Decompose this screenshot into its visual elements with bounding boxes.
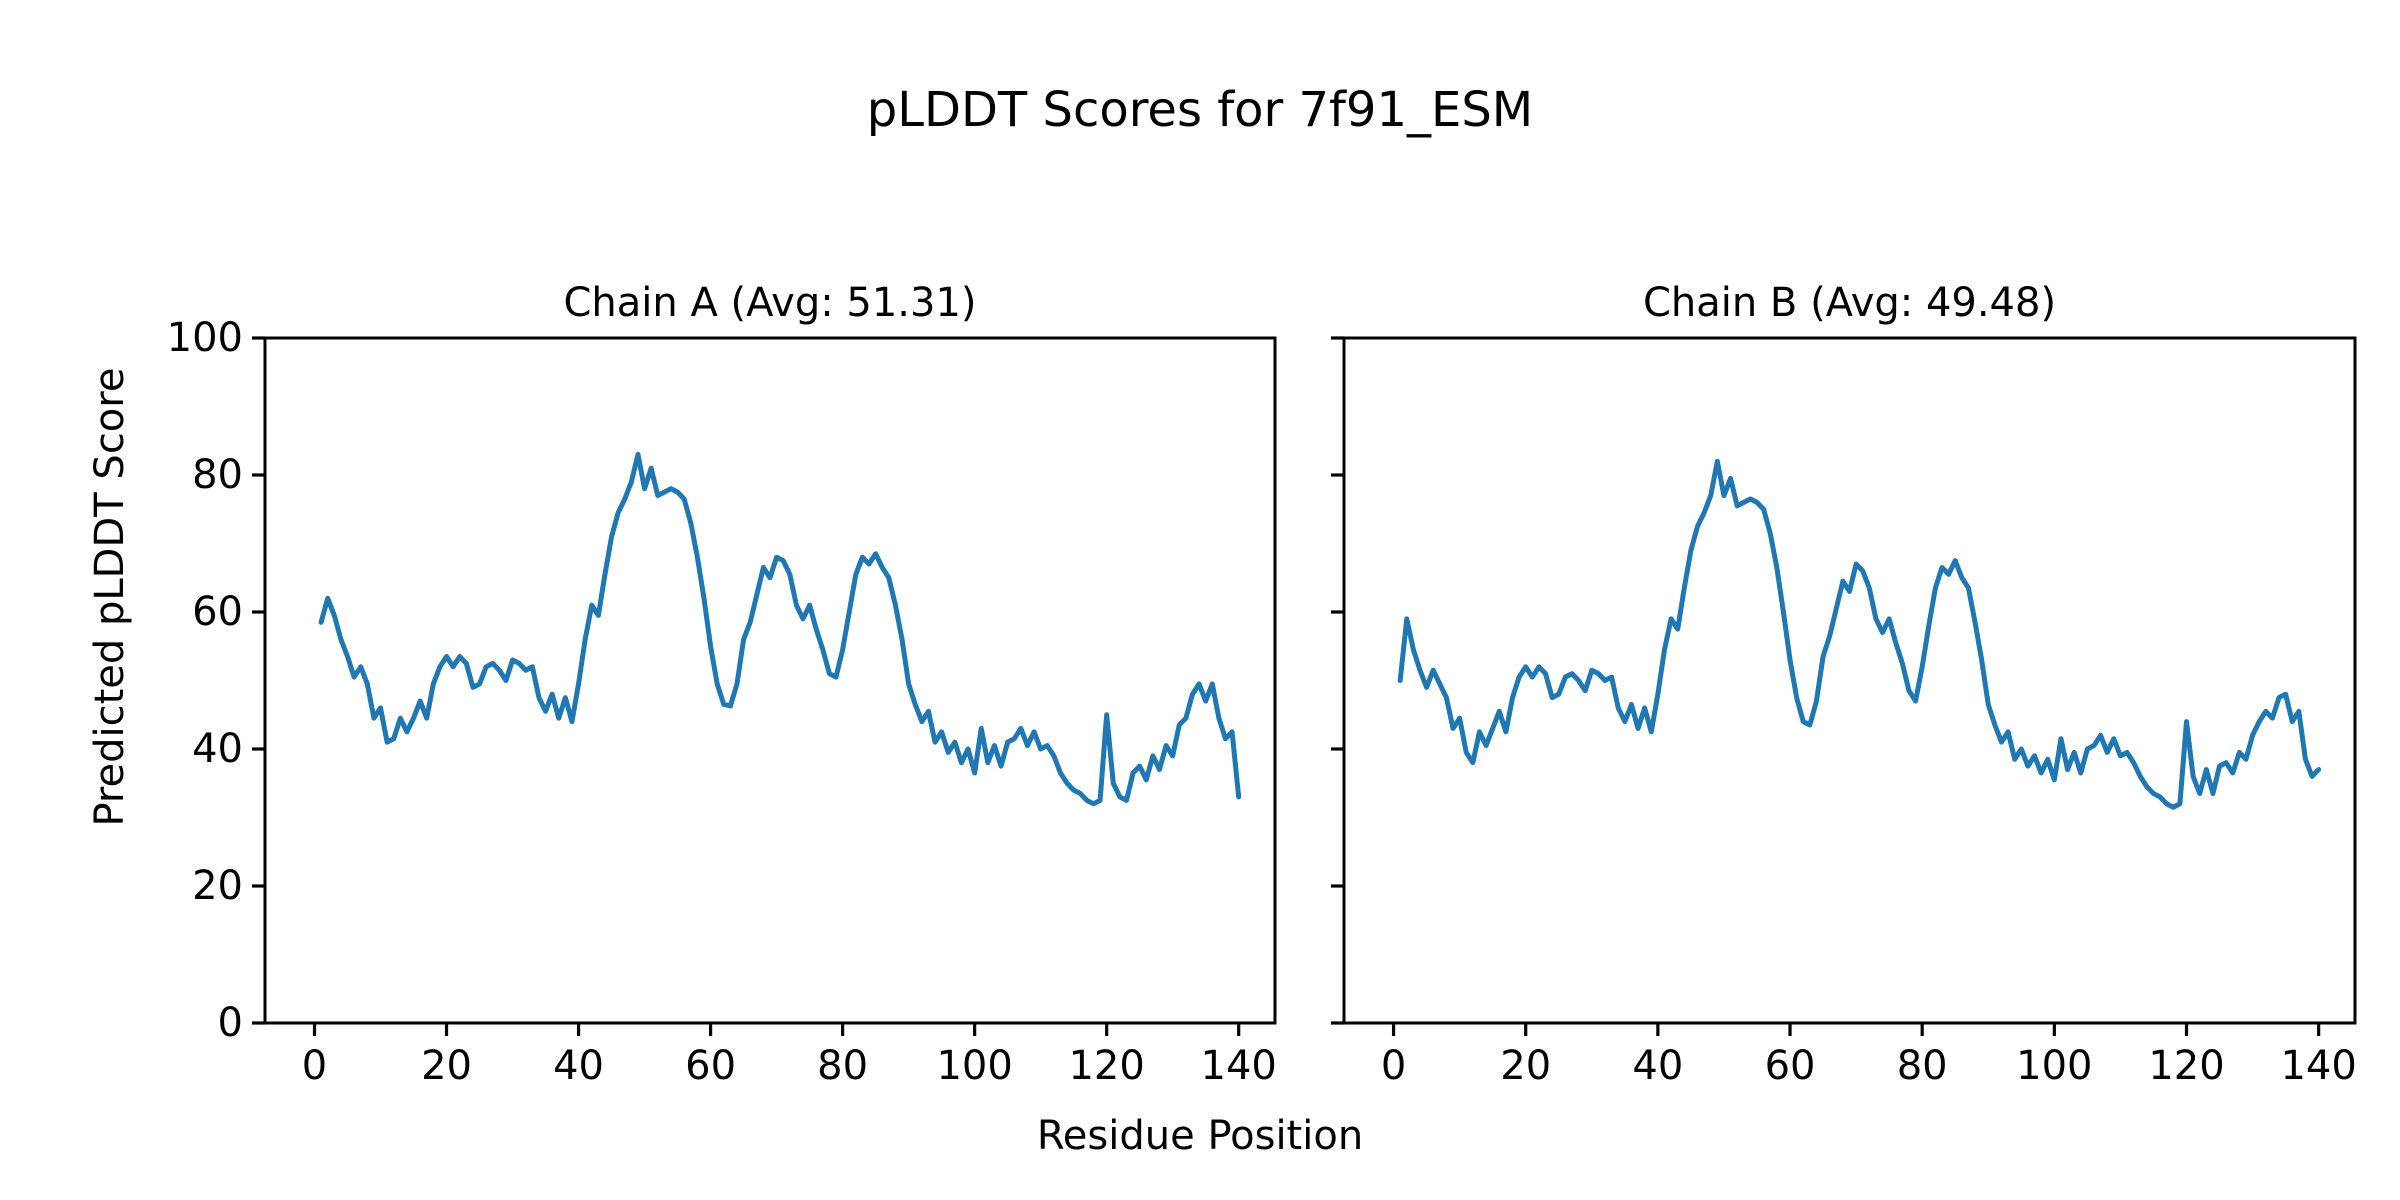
x-tick-label: 20 (1500, 1043, 1552, 1089)
x-tick-label: 40 (553, 1043, 604, 1089)
chain-b-plot-border (1342, 336, 2357, 1025)
chain-a-plddt-line (318, 451, 1242, 807)
x-tick-label: 120 (1068, 1043, 1145, 1089)
x-tick-label: 80 (1896, 1043, 1948, 1089)
chain-a-x-tick-marks (312, 1023, 1241, 1036)
chain-b-canvas (1331, 336, 2357, 1036)
x-axis-label: Residue Position (1036, 1113, 1364, 1159)
x-tick-label: 60 (1764, 1043, 1816, 1089)
chain-b-plddt-line (1397, 458, 2322, 810)
x-tick-label: 100 (2016, 1043, 2093, 1089)
x-tick-label: 140 (1200, 1043, 1277, 1089)
chain-b-x-tick-marks (1391, 1023, 2321, 1036)
chain-a-plot-border (263, 336, 1277, 1025)
chain-b-y-tick-marks (1331, 336, 1344, 1025)
chain-b-title: Chain B (Avg: 49.48) (1642, 280, 2057, 326)
x-tick-label: 80 (817, 1043, 869, 1089)
chain-a-canvas (252, 336, 1277, 1036)
y-axis-label: Predicted pLDDT Score (87, 367, 133, 827)
x-tick-label: 0 (1380, 1043, 1407, 1089)
x-tick-label: 0 (301, 1043, 328, 1089)
y-tick-label: 80 (192, 452, 243, 498)
chain-a-plot: Chain A (Avg: 51.31) 0 20 40 60 80 100 120 140 0… (167, 283, 1277, 1086)
chain-a-y-tick-marks (252, 336, 265, 1025)
chain-b-plot: Chain B (Avg: 49.48) 0 20 40 60 80 100 120 140 (1331, 283, 2357, 1086)
x-tick-label: 60 (685, 1043, 737, 1089)
x-tick-label: 40 (1632, 1043, 1684, 1089)
chain-a-title: Chain A (Avg: 51.31) (563, 280, 977, 326)
x-tick-label: 20 (421, 1043, 472, 1089)
figure-title: pLDDT Scores for 7f91_ESM (866, 82, 1534, 138)
x-tick-label: 140 (2280, 1043, 2357, 1089)
y-tick-label: 100 (166, 315, 243, 361)
y-tick-label: 40 (192, 726, 243, 772)
x-tick-label: 120 (2148, 1043, 2225, 1089)
x-tick-label: 100 (936, 1043, 1013, 1089)
y-tick-label: 0 (217, 1000, 243, 1046)
y-tick-label: 20 (192, 863, 243, 909)
y-tick-label: 60 (192, 589, 243, 635)
